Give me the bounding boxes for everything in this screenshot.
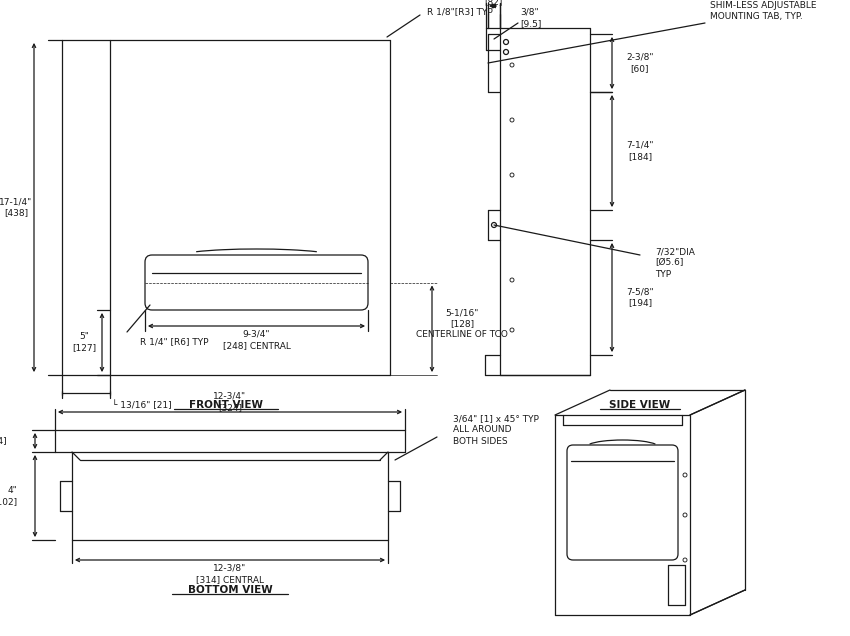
Text: 7-5/8"
[194]: 7-5/8" [194]: [626, 287, 654, 308]
Text: └ 13/16" [21]: └ 13/16" [21]: [112, 400, 172, 410]
Text: R 1/8"[R3] TYP: R 1/8"[R3] TYP: [427, 8, 493, 17]
Text: 3/8"
[9.5]: 3/8" [9.5]: [520, 8, 541, 28]
Text: 7/32"DIA
[Ø5.6]
TYP: 7/32"DIA [Ø5.6] TYP: [655, 247, 694, 279]
Text: SIDE VIEW: SIDE VIEW: [609, 400, 671, 410]
Text: 12-3/4"
[324]: 12-3/4" [324]: [213, 392, 246, 412]
Text: 4"
[102]: 4" [102]: [0, 486, 17, 506]
Text: FRONT VIEW: FRONT VIEW: [189, 400, 263, 410]
Text: 5"
[127]: 5" [127]: [72, 333, 96, 352]
Text: 2-3/8"
[60]: 2-3/8" [60]: [626, 53, 654, 73]
Text: 3/64" [1] x 45° TYP
ALL AROUND
BOTH SIDES: 3/64" [1] x 45° TYP ALL AROUND BOTH SIDE…: [453, 415, 539, 446]
Text: 3-1/4"
[82]: 3-1/4" [82]: [479, 0, 507, 6]
Text: 7-1/4"
[184]: 7-1/4" [184]: [626, 141, 654, 161]
Text: 9/16" [14]: 9/16" [14]: [0, 436, 7, 445]
Text: BOTTOM VIEW: BOTTOM VIEW: [188, 585, 272, 595]
Text: 5-1/16"
[128]
CENTERLINE OF TCO: 5-1/16" [128] CENTERLINE OF TCO: [416, 308, 508, 340]
Text: 17-1/4"
[438]: 17-1/4" [438]: [0, 197, 32, 218]
Text: SHIM-LESS ADJUSTABLE
MOUNTING TAB, TYP.: SHIM-LESS ADJUSTABLE MOUNTING TAB, TYP.: [710, 1, 817, 21]
Text: R 1/4" [R6] TYP: R 1/4" [R6] TYP: [140, 338, 208, 347]
Text: 9-3/4"
[248] CENTRAL: 9-3/4" [248] CENTRAL: [223, 330, 291, 350]
Text: 12-3/8"
[314] CENTRAL: 12-3/8" [314] CENTRAL: [196, 564, 264, 584]
